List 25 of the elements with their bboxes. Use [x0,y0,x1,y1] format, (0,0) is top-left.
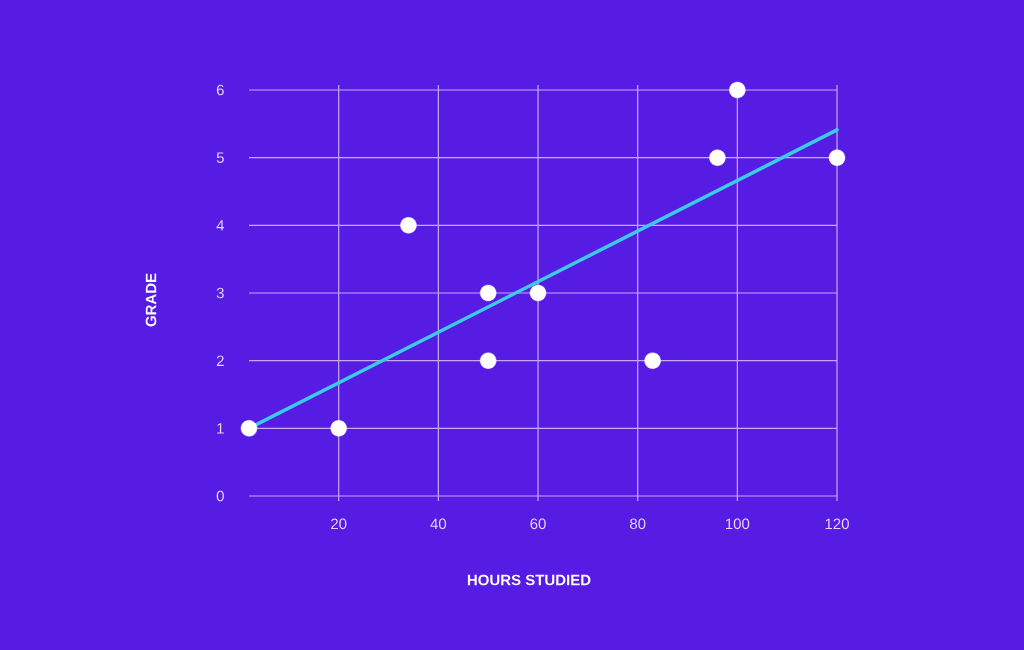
y-axis-title: GRADE [145,273,157,327]
x-tick-label: 120 [825,518,849,530]
x-tick-label: 20 [331,518,347,530]
y-tick-label: 0 [216,490,224,502]
point [529,284,547,302]
point [644,352,661,369]
point [479,284,497,302]
y-tick-label: 4 [216,220,225,231]
point [400,217,417,234]
x-tick-label: 100 [725,518,750,530]
y-tick-label: 2 [216,355,224,366]
point [479,352,497,369]
point [330,420,347,437]
x-tick-label: 40 [430,518,447,530]
x-tick-label: 80 [630,518,646,530]
point [828,149,846,166]
y-tick-label: 3 [216,287,224,299]
y-tick-label: 5 [216,152,224,163]
x-tick-label: 60 [530,518,546,530]
point [729,81,746,99]
x-axis-title: HOURS STUDIED [467,574,591,586]
point [240,420,258,437]
y-tick-label: 6 [216,84,224,96]
y-tick-label: 1 [217,423,224,434]
point [709,149,726,166]
